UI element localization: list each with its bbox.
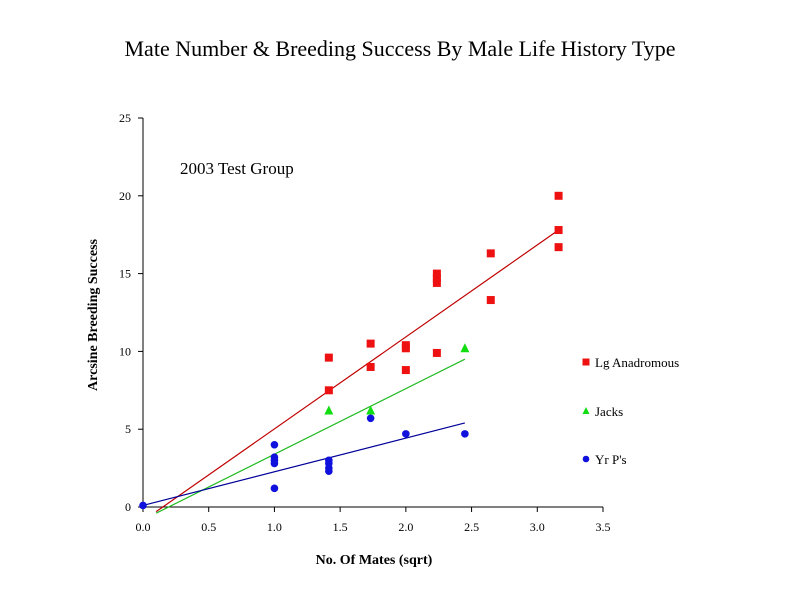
point-yr-p-s	[325, 456, 333, 465]
point-yr-p-s	[402, 430, 410, 438]
y-tick-label: 20	[119, 189, 131, 203]
legend-marker-lg-anadromous	[582, 358, 590, 366]
point-yr-p-s	[270, 453, 279, 462]
trend-line-yr-p-s	[142, 422, 466, 507]
legend-label-yr-p-s: Yr P's	[595, 452, 627, 467]
x-tick-label: 0.5	[201, 520, 216, 534]
point-lg-anadromous	[554, 191, 563, 200]
legend-label-lg-anadromous: Lg Anadromous	[595, 355, 679, 370]
x-tick-label: 1.0	[267, 520, 282, 534]
x-tick-label: 3.5	[596, 520, 611, 534]
point-lg-anadromous	[324, 386, 333, 395]
y-tick-label: 10	[119, 344, 131, 358]
point-yr-p-s	[366, 414, 375, 423]
y-tick-label: 15	[119, 267, 131, 281]
y-tick-label: 0	[125, 500, 131, 514]
point-jacks	[324, 405, 334, 415]
x-tick-label: 2.0	[398, 520, 413, 534]
point-lg-anadromous	[432, 278, 441, 287]
trend-lines	[142, 229, 559, 514]
point-lg-anadromous	[486, 296, 495, 305]
point-lg-anadromous	[366, 362, 375, 371]
y-tick-label: 5	[125, 422, 131, 436]
x-tick-label: 3.0	[530, 520, 545, 534]
y-axis-label: Arcsine Breeding Success	[86, 238, 101, 390]
point-lg-anadromous	[432, 348, 441, 357]
point-lg-anadromous	[324, 353, 333, 362]
x-tick-label: 0.0	[136, 520, 151, 534]
point-yr-p-s	[461, 430, 469, 438]
data-points	[139, 191, 563, 510]
point-lg-anadromous	[486, 249, 495, 258]
point-lg-anadromous	[554, 226, 563, 235]
chart-annotation: 2003 Test Group	[180, 159, 294, 178]
point-lg-anadromous	[554, 243, 563, 252]
point-yr-p-s	[270, 440, 279, 449]
legend-marker-jacks	[582, 407, 590, 414]
x-tick-label: 2.5	[464, 520, 479, 534]
x-tick-label: 1.5	[333, 520, 348, 534]
point-jacks	[366, 405, 376, 415]
axes: 0.0 0.5 1.0 1.5 2.0 2.5 3.0 3.5 0 5 10 15 20 25	[119, 111, 611, 534]
point-yr-p-s	[139, 501, 147, 510]
legend: Lg Anadromous Jacks Yr P's	[582, 355, 679, 467]
chart-title: Mate Number & Breeding Success By Male L…	[125, 36, 676, 61]
point-lg-anadromous	[401, 341, 410, 350]
point-lg-anadromous	[401, 366, 410, 375]
point-jacks	[460, 343, 470, 353]
point-lg-anadromous	[366, 339, 375, 348]
x-axis-label: No. Of Mates (sqrt)	[316, 553, 433, 568]
point-lg-anadromous	[432, 274, 441, 283]
y-tick-label: 25	[119, 111, 131, 125]
point-yr-p-s	[270, 484, 279, 493]
legend-marker-yr-p-s	[582, 455, 590, 463]
trend-line-lg-anadromous	[155, 229, 559, 513]
legend-label-jacks: Jacks	[595, 404, 623, 419]
point-lg-anadromous	[432, 269, 441, 278]
trend-line-jacks	[155, 358, 466, 514]
